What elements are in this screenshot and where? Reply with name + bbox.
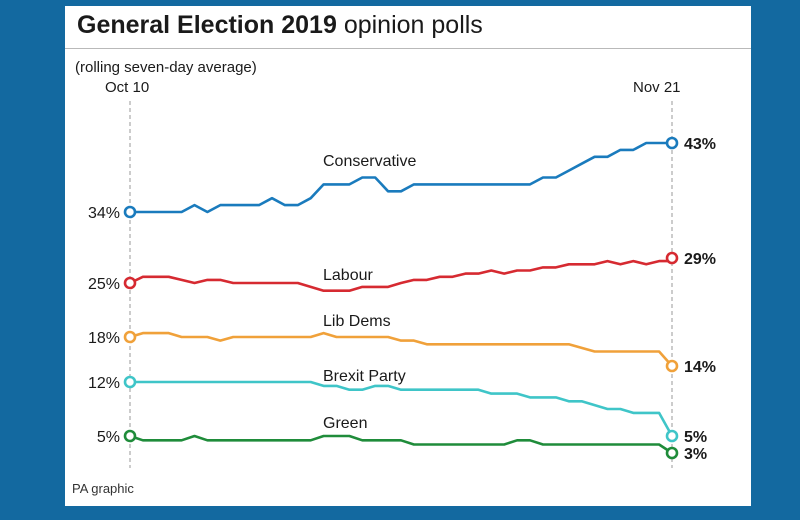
start-marker-labour <box>123 276 137 290</box>
end-marker-conservative <box>665 136 679 150</box>
end-marker-lib-dems <box>665 359 679 373</box>
series-layer: 34% 43% Conservative 25% 29% Labour 18% 14% Lib … <box>88 136 716 463</box>
title-bar: General Election 2019 opinion polls <box>65 6 751 49</box>
start-value-label: 18% <box>88 330 120 347</box>
series-name-label: Green <box>323 415 367 432</box>
chart-title: General Election 2019 opinion polls <box>77 11 483 40</box>
source-credit: PA graphic <box>72 481 134 496</box>
start-value-label: 12% <box>88 375 120 392</box>
end-value-label: 5% <box>684 429 707 446</box>
x-axis-end-label: Nov 21 <box>633 79 681 96</box>
x-axis-start-label: Oct 10 <box>105 79 150 96</box>
series-line-green <box>128 434 674 455</box>
chart-subtitle: (rolling seven-day average) <box>75 59 257 76</box>
start-value-label: 34% <box>88 205 120 222</box>
series-name-label: Labour <box>323 267 373 284</box>
end-value-label: 3% <box>684 446 707 463</box>
chart-panel: General Election 2019 opinion polls (rol… <box>65 6 751 506</box>
end-value-label: 14% <box>684 359 716 376</box>
start-marker-green <box>123 429 137 443</box>
series-green: 5%3%Green <box>97 415 707 463</box>
end-value-label: 43% <box>684 136 716 153</box>
series-name-label: Conservative <box>323 153 416 170</box>
series-line-brexit-party <box>128 380 674 438</box>
series-labour: 25% 29% Labour <box>88 251 716 293</box>
end-marker-brexit-party <box>665 429 679 443</box>
series-brexit-party: 12% 5% Brexit Party <box>88 368 707 446</box>
series-line-labour <box>128 256 674 293</box>
chart-title-bold: General Election 2019 <box>77 11 337 39</box>
series-name-label: Brexit Party <box>323 368 406 385</box>
start-value-label: 5% <box>97 429 120 446</box>
start-marker-conservative <box>123 205 137 219</box>
end-value-label: 29% <box>684 251 716 268</box>
start-value-label: 25% <box>88 276 120 293</box>
series-line-lib-dems <box>128 331 674 368</box>
end-marker-labour <box>665 251 679 265</box>
line-chart: 34% 43% Conservative 25% 29% Labour 18% 14% Lib … <box>88 101 716 468</box>
series-conservative: 34% 43% Conservative <box>88 136 716 222</box>
start-marker-lib-dems <box>123 330 137 344</box>
end-marker-green <box>665 446 679 460</box>
series-lib-dems: 18% 14% Lib Dems <box>88 313 716 376</box>
chart-title-rest: opinion polls <box>343 11 483 39</box>
series-line-conservative <box>128 141 674 214</box>
start-marker-brexit-party <box>123 375 137 389</box>
series-name-label: Lib Dems <box>323 313 391 330</box>
